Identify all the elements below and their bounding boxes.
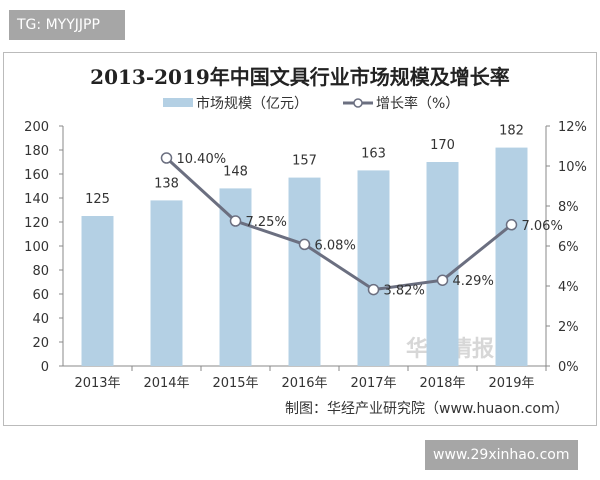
x-tick-label: 2013年 (74, 376, 120, 391)
bar (150, 200, 183, 366)
site-tag: www.29xinhao.com (425, 440, 578, 470)
growth-point (367, 283, 380, 296)
bar-data-label: 163 (361, 146, 386, 161)
left-tick-label: 200 (24, 120, 49, 135)
growth-data-label: 10.40% (177, 152, 227, 167)
growth-point (436, 274, 449, 286)
bar-data-label: 138 (154, 176, 179, 191)
bar-data-label: 157 (292, 154, 317, 169)
right-tick-label: 10% (558, 160, 587, 175)
legend-line-label: 增长率（%） (376, 95, 459, 112)
right-tick-label: 2% (558, 320, 579, 335)
legend-line-marker (353, 98, 363, 108)
growth-point (229, 215, 242, 227)
source-note: 制图：华经产业研究院（www.huaon.com） (285, 401, 569, 417)
x-tick-label: 2016年 (281, 376, 327, 391)
left-tick-label: 160 (24, 168, 49, 183)
bar-data-label: 148 (223, 164, 248, 179)
growth-data-label: 7.06% (522, 219, 563, 234)
left-tick-label: 60 (32, 288, 49, 303)
bar-data-label: 125 (85, 192, 110, 207)
left-tick-label: 80 (32, 264, 49, 279)
growth-line (165, 156, 513, 292)
bar (357, 170, 390, 366)
x-tick-label: 2015年 (212, 376, 258, 391)
left-tick-label: 100 (24, 240, 49, 255)
bar (495, 147, 528, 366)
right-tick-label: 8% (558, 200, 579, 215)
chart-title: 2013-2019年中国文具行业市场规模及增长率 (90, 65, 510, 89)
left-tick-label: 0 (41, 360, 49, 375)
x-tick-label: 2018年 (419, 376, 465, 391)
tg-tag: TG: MYYJJPP (9, 10, 125, 40)
growth-data-label: 3.82% (384, 284, 425, 299)
legend-bar-swatch (163, 98, 193, 107)
x-tick-label: 2014年 (143, 376, 189, 391)
right-tick-label: 6% (558, 240, 579, 255)
right-tick-label: 4% (558, 280, 579, 295)
growth-point (505, 219, 518, 231)
growth-data-label: 4.29% (453, 274, 494, 289)
bar (288, 177, 321, 366)
growth-data-label: 7.25% (246, 215, 287, 230)
right-tick-label: 12% (558, 120, 587, 135)
left-tick-label: 180 (24, 144, 49, 159)
growth-point (160, 152, 173, 164)
bar (426, 162, 459, 366)
x-tick-label: 2019年 (488, 376, 534, 391)
x-tick-label: 2017年 (350, 376, 396, 391)
bar (81, 216, 114, 366)
bar-data-label: 182 (499, 124, 524, 139)
left-tick-label: 40 (32, 312, 49, 327)
bar-data-label: 170 (430, 138, 455, 153)
growth-data-label: 6.08% (315, 238, 356, 253)
left-tick-label: 20 (32, 336, 49, 351)
growth-point (298, 238, 311, 251)
left-tick-label: 140 (24, 192, 49, 207)
left-tick-label: 120 (24, 216, 49, 231)
right-tick-label: 0% (558, 360, 579, 375)
chart-frame (3, 52, 597, 426)
legend-bar-label: 市场规模（亿元） (196, 95, 308, 112)
